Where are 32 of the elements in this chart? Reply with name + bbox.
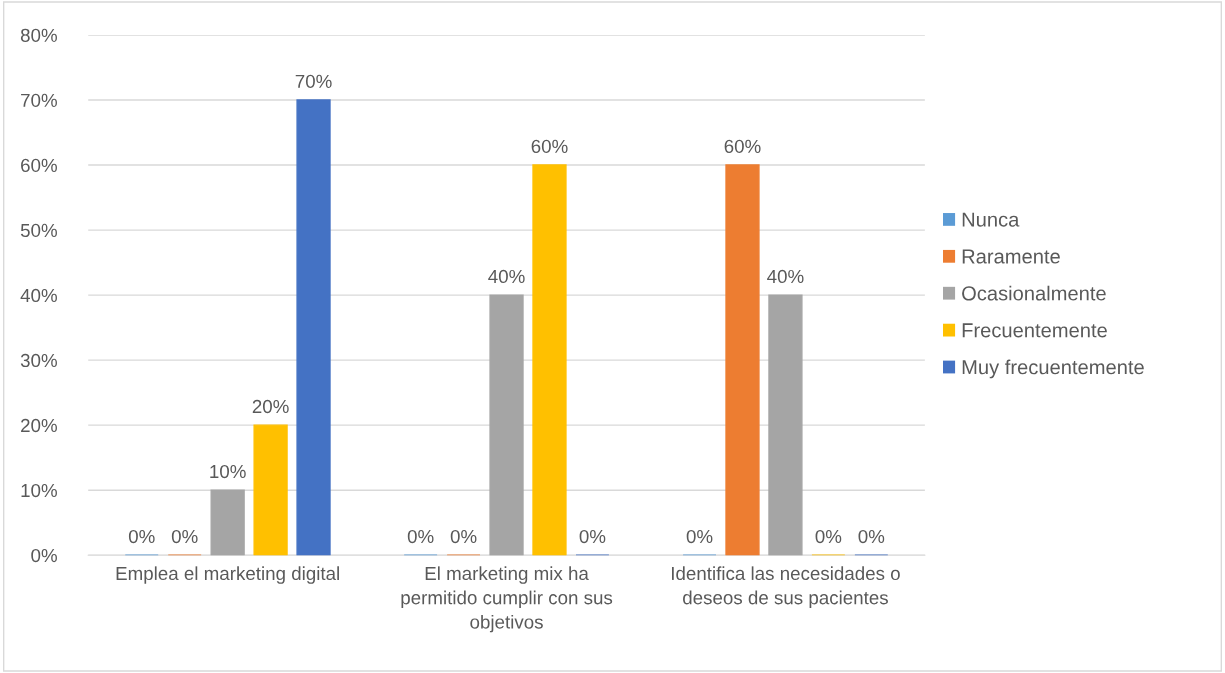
y-tick-label: 40% <box>20 288 57 303</box>
data-label: 0% <box>815 529 842 544</box>
y-tick-label: 10% <box>21 483 57 498</box>
legend-label: Ocasionalmente <box>962 285 1106 301</box>
y-tick-label: 30% <box>20 353 57 368</box>
data-label: 0% <box>128 529 155 544</box>
data-label: 10% <box>210 464 246 479</box>
data-label: 0% <box>686 529 713 544</box>
data-label: 0% <box>450 529 477 544</box>
x-tick-label: Emplea el marketing digital <box>116 566 339 584</box>
data-label: 0% <box>579 529 606 544</box>
y-tick-label: 0% <box>31 548 57 563</box>
data-label: 40% <box>488 269 525 284</box>
data-label: 60% <box>531 139 568 154</box>
data-label: 40% <box>767 269 804 284</box>
legend-label: Nunca <box>962 212 1020 227</box>
data-label: 0% <box>407 529 434 544</box>
legend-label: Muy frecuentemente <box>962 359 1144 379</box>
x-tick-label: El marketing mix ha permitido cumplir con sus objetivos <box>401 566 613 633</box>
y-tick-label: 70% <box>21 93 57 107</box>
y-tick-label: 80% <box>20 28 57 42</box>
legend-label: Raramente <box>962 249 1060 264</box>
data-label: 0% <box>858 529 885 544</box>
data-label: 20% <box>252 399 289 414</box>
x-tick-label: Identifica las necesidades o deseos de sus pacientes <box>671 566 900 609</box>
y-tick-label: 20% <box>21 418 57 433</box>
data-label: 60% <box>724 139 761 154</box>
legend-label: Frecuentemente <box>962 323 1107 338</box>
y-tick-label: 60% <box>21 158 57 173</box>
data-label: 70% <box>295 74 332 88</box>
y-tick-label: 50% <box>20 223 57 238</box>
data-label: 0% <box>171 529 198 544</box>
